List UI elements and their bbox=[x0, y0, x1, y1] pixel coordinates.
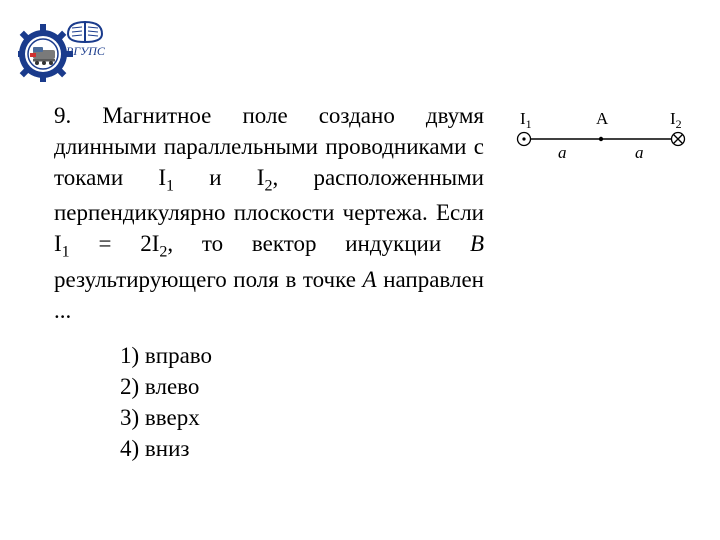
diagram-label-a2: a bbox=[635, 143, 644, 162]
diagram-label-i1: I1 bbox=[520, 110, 532, 131]
answer-options: 1) вправо 2) влево 3) вверх 4) вниз bbox=[120, 340, 212, 464]
physics-diagram: I1 A I2 a a bbox=[516, 110, 686, 170]
problem-text-5: , то вектор индукции bbox=[167, 231, 470, 256]
problem-text-6: результирующего поля в точке bbox=[54, 267, 363, 292]
sub-1b: 1 bbox=[62, 244, 70, 261]
symbol-B: B bbox=[470, 231, 484, 256]
sub-1a: 1 bbox=[166, 178, 174, 195]
option-2: 2) влево bbox=[120, 371, 212, 402]
point-A-dot bbox=[599, 137, 603, 141]
diagram-label-a1: a bbox=[558, 143, 567, 162]
symbol-A: A bbox=[363, 267, 377, 292]
problem-text-4: = 2I bbox=[70, 231, 160, 256]
option-1: 1) вправо bbox=[120, 340, 212, 371]
diagram-label-A: A bbox=[596, 110, 609, 128]
university-logo: РГУПС bbox=[18, 12, 108, 82]
option-4: 4) вниз bbox=[120, 433, 212, 464]
logo-letters: РГУПС bbox=[65, 44, 106, 58]
problem-statement: 9. Магнитное поле создано двумя длинными… bbox=[54, 100, 484, 326]
current-out-dot bbox=[522, 137, 525, 140]
diagram-label-i2: I2 bbox=[670, 110, 682, 131]
problem-number: 9. bbox=[54, 103, 71, 128]
problem-text-2: и I bbox=[174, 165, 264, 190]
option-3: 3) вверх bbox=[120, 402, 212, 433]
